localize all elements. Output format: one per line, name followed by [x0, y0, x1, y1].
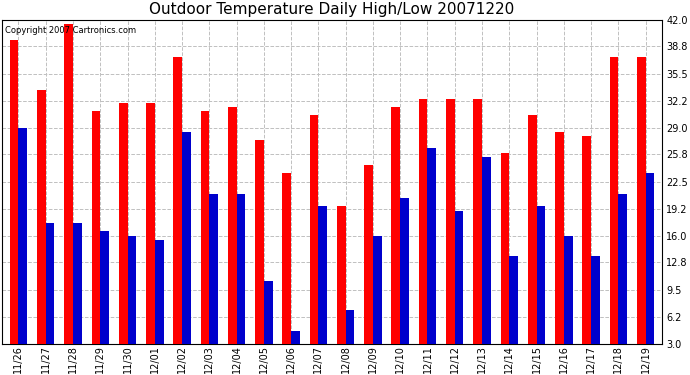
Bar: [419, 99, 428, 344]
Text: Copyright 2007 Cartronics.com: Copyright 2007 Cartronics.com: [6, 26, 137, 35]
Bar: [64, 24, 73, 344]
Bar: [73, 223, 81, 344]
Bar: [92, 111, 100, 344]
Bar: [128, 236, 136, 344]
Bar: [591, 256, 600, 344]
Bar: [337, 207, 346, 344]
Bar: [237, 194, 246, 344]
Bar: [400, 198, 409, 344]
Bar: [228, 107, 237, 344]
Bar: [119, 103, 128, 344]
Bar: [37, 90, 46, 344]
Bar: [100, 231, 109, 344]
Bar: [201, 111, 209, 344]
Bar: [291, 331, 300, 344]
Bar: [446, 99, 455, 344]
Bar: [209, 194, 218, 344]
Bar: [473, 99, 482, 344]
Bar: [537, 207, 545, 344]
Bar: [637, 57, 646, 344]
Bar: [618, 194, 627, 344]
Bar: [500, 153, 509, 344]
Bar: [373, 236, 382, 344]
Title: Outdoor Temperature Daily High/Low 20071220: Outdoor Temperature Daily High/Low 20071…: [150, 2, 515, 17]
Bar: [582, 136, 591, 344]
Bar: [509, 256, 518, 344]
Bar: [318, 207, 327, 344]
Bar: [173, 57, 182, 344]
Bar: [10, 40, 19, 344]
Bar: [482, 157, 491, 344]
Bar: [564, 236, 573, 344]
Bar: [528, 115, 537, 344]
Bar: [555, 132, 564, 344]
Bar: [182, 132, 191, 344]
Bar: [455, 211, 464, 344]
Bar: [346, 310, 355, 344]
Bar: [155, 240, 164, 344]
Bar: [610, 57, 618, 344]
Bar: [391, 107, 400, 344]
Bar: [428, 148, 436, 344]
Bar: [46, 223, 55, 344]
Bar: [364, 165, 373, 344]
Bar: [146, 103, 155, 344]
Bar: [282, 173, 291, 344]
Bar: [264, 281, 273, 344]
Bar: [255, 140, 264, 344]
Bar: [310, 115, 318, 344]
Bar: [19, 128, 27, 344]
Bar: [646, 173, 654, 344]
